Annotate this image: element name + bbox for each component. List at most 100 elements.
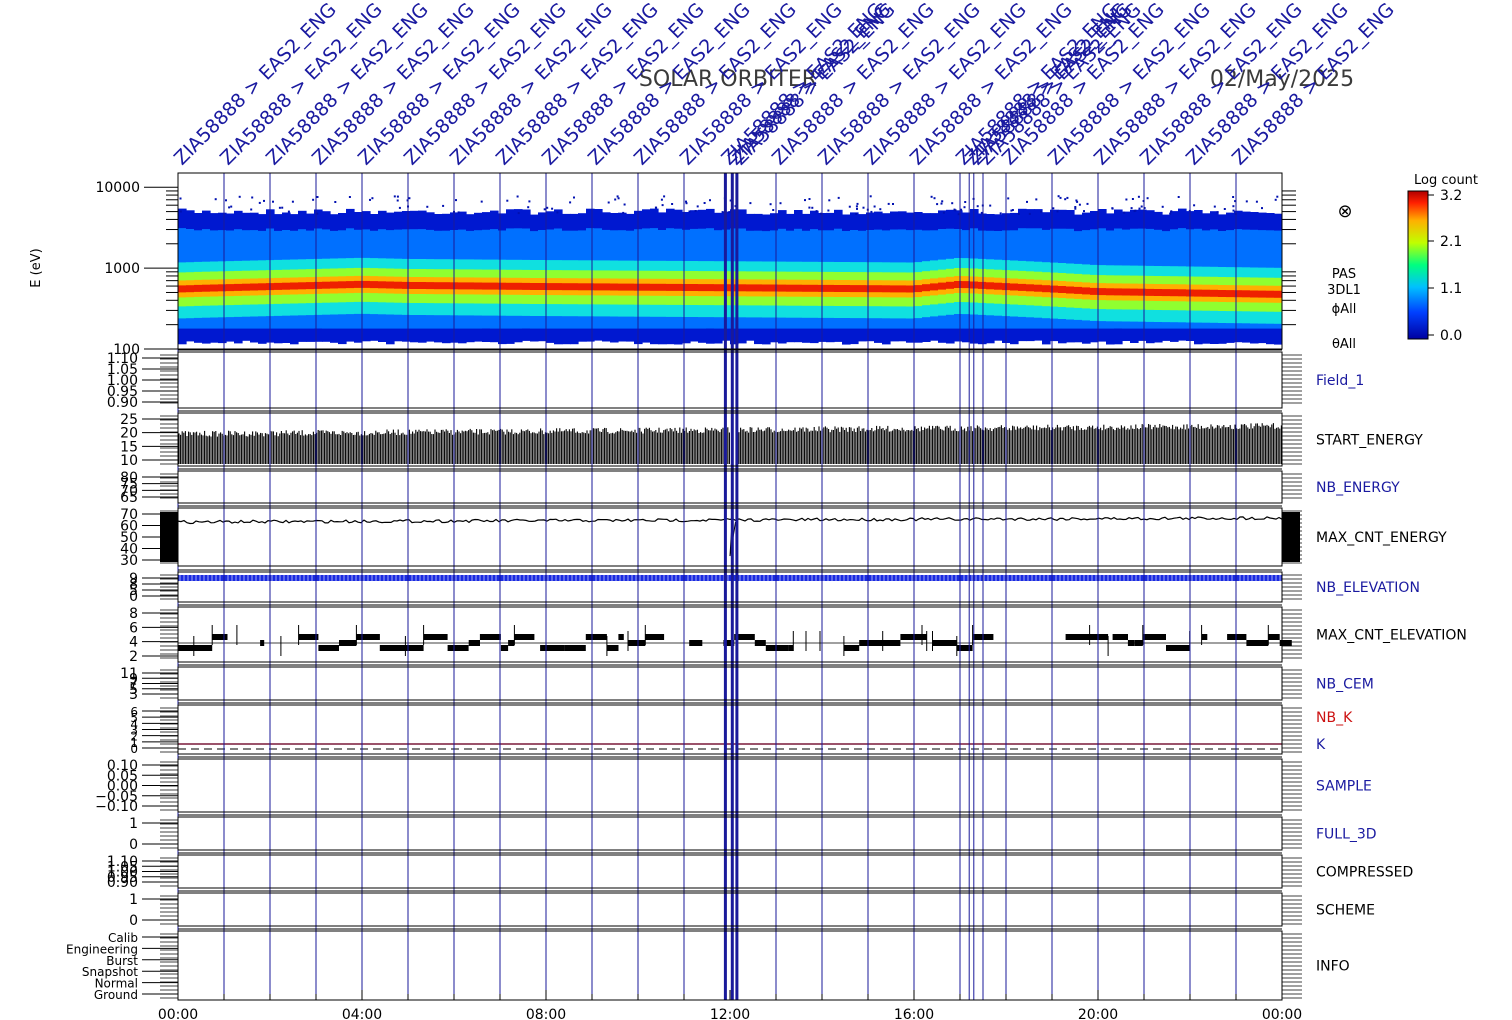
spectrogram-column-red — [354, 280, 363, 288]
spectrogram-column-red — [962, 281, 971, 289]
max-cnt-elevation-segment — [423, 634, 448, 640]
spectrogram-speckle — [1234, 200, 1237, 203]
spectrogram-speckle — [316, 212, 319, 215]
spectrogram-column-red — [506, 282, 515, 290]
spectrogram-speckle — [1261, 207, 1263, 210]
spectrogram-column-red — [1242, 290, 1251, 298]
spectrogram-column-red — [1250, 290, 1259, 298]
spectrogram-speckle — [258, 201, 261, 204]
spectrogram-speckle — [230, 205, 233, 208]
panel-tick-label: 0.00 — [107, 779, 138, 795]
spectrogram-speckle — [371, 197, 374, 200]
panel-frame — [177, 351, 1283, 409]
spectrogram-column-red — [514, 282, 523, 290]
spectrogram-speckle — [989, 204, 992, 207]
time-axis-label: 16:00 — [894, 1007, 934, 1020]
spectrogram-speckle — [696, 205, 699, 208]
spectrogram-speckle — [1017, 213, 1020, 215]
spectrogram-speckle — [1040, 210, 1043, 213]
panel-name-label: NB_CEM — [1316, 677, 1374, 693]
panel-tick-label: 6 — [130, 705, 138, 719]
panel-tick-label: 1.10 — [107, 854, 138, 870]
spectrogram-speckle — [1123, 211, 1126, 214]
spectrogram-column-red — [730, 284, 739, 292]
spectrogram-speckle — [976, 205, 979, 208]
spectrogram-column-red — [690, 284, 699, 291]
max-cnt-elevation-segment — [212, 634, 228, 640]
max-cnt-elevation-segment — [1089, 634, 1109, 640]
spectrogram-column-red — [298, 282, 307, 290]
spectrogram-column-red — [874, 285, 883, 293]
spectrogram-speckle — [1083, 210, 1085, 213]
max-cnt-elevation-segment — [461, 645, 469, 651]
spectrogram-speckle — [685, 202, 688, 205]
max-cnt-elevation-segment — [193, 645, 213, 651]
spectrogram-column-red — [1130, 288, 1139, 296]
panel-tick-label: 1.00 — [107, 865, 138, 881]
panel-tick-label: 1 — [130, 736, 138, 750]
spectrogram-speckle — [457, 211, 460, 214]
spectrogram-speckle — [528, 200, 531, 203]
spectrogram-speckle — [856, 207, 858, 210]
panel-tick-label: 0 — [129, 837, 138, 853]
panel-tick-label: 60 — [120, 519, 138, 535]
spectrogram-speckle — [963, 206, 966, 209]
panel-tick-label: 0.90 — [107, 395, 138, 411]
max-cnt-elevation-segment — [900, 634, 922, 640]
spectrogram-column-red — [546, 283, 555, 291]
panel-tick-label: 5 — [129, 583, 138, 599]
panel-tick-label: 3 — [130, 724, 138, 738]
panel-frame — [177, 470, 1283, 504]
spectrogram-column-red — [226, 284, 235, 292]
spectrogram-speckle — [1232, 196, 1235, 198]
spectrogram-speckle — [263, 199, 265, 202]
spectrogram-speckle — [1255, 200, 1258, 203]
spectrogram-speckle — [694, 210, 697, 212]
spectrogram-speckle — [396, 195, 399, 198]
spectrogram-column-red — [618, 283, 627, 291]
spectrogram-speckle — [671, 203, 674, 205]
panel-tick-label: 0 — [130, 742, 138, 756]
spectrogram-speckle — [942, 211, 945, 214]
spectrogram-column-red — [202, 284, 211, 292]
time-axis-label: 12:00 — [710, 1007, 750, 1020]
spectrogram-speckle — [516, 195, 519, 198]
spectrogram-column-red — [1138, 288, 1147, 296]
spectrogram-column-red — [1090, 287, 1099, 295]
max-cnt-elevation-segment — [585, 634, 607, 640]
spectrogram-speckle — [1064, 198, 1067, 201]
spectrogram-column-red — [394, 281, 403, 289]
date-title: 02/May/2025 — [1210, 67, 1354, 92]
spectrogram-speckle — [856, 202, 859, 205]
panel-tick-label: 8 — [129, 577, 138, 593]
spectrogram-column-red — [1194, 289, 1203, 297]
panel-tick-label: 1.10 — [107, 351, 138, 367]
spectrogram-column-red — [602, 283, 611, 291]
spectrogram-speckle — [1245, 200, 1248, 203]
spectrogram-speckle — [1028, 212, 1031, 215]
spectrogram-column-red — [610, 283, 619, 291]
panel-full-3d: 1 0 FULL_3D — [129, 816, 1377, 853]
spectrogram-speckle — [999, 212, 1002, 215]
spectrogram-speckle — [772, 209, 775, 211]
spectrogram-speckle — [815, 210, 818, 213]
panel-tick-label: 2 — [129, 649, 138, 665]
spectrogram-column-red — [626, 283, 635, 291]
spectrogram-speckle — [1216, 211, 1219, 214]
spectrogram-column-red — [1098, 288, 1107, 296]
panel-tick-label: 7 — [129, 677, 138, 693]
spectrogram-speckle — [480, 200, 483, 203]
spectrogram-speckle — [721, 211, 724, 214]
spectrogram-speckle — [954, 209, 957, 212]
spectrogram-column-red — [1202, 289, 1211, 297]
spectrogram-column-red — [986, 282, 995, 290]
panel-frame — [177, 412, 1283, 467]
spectrogram-speckle — [804, 199, 806, 202]
spectrogram-speckle — [1276, 195, 1279, 198]
panel-frame — [177, 507, 1283, 567]
spectrogram-speckle — [1170, 210, 1173, 213]
spectrogram-column-red — [234, 283, 243, 291]
